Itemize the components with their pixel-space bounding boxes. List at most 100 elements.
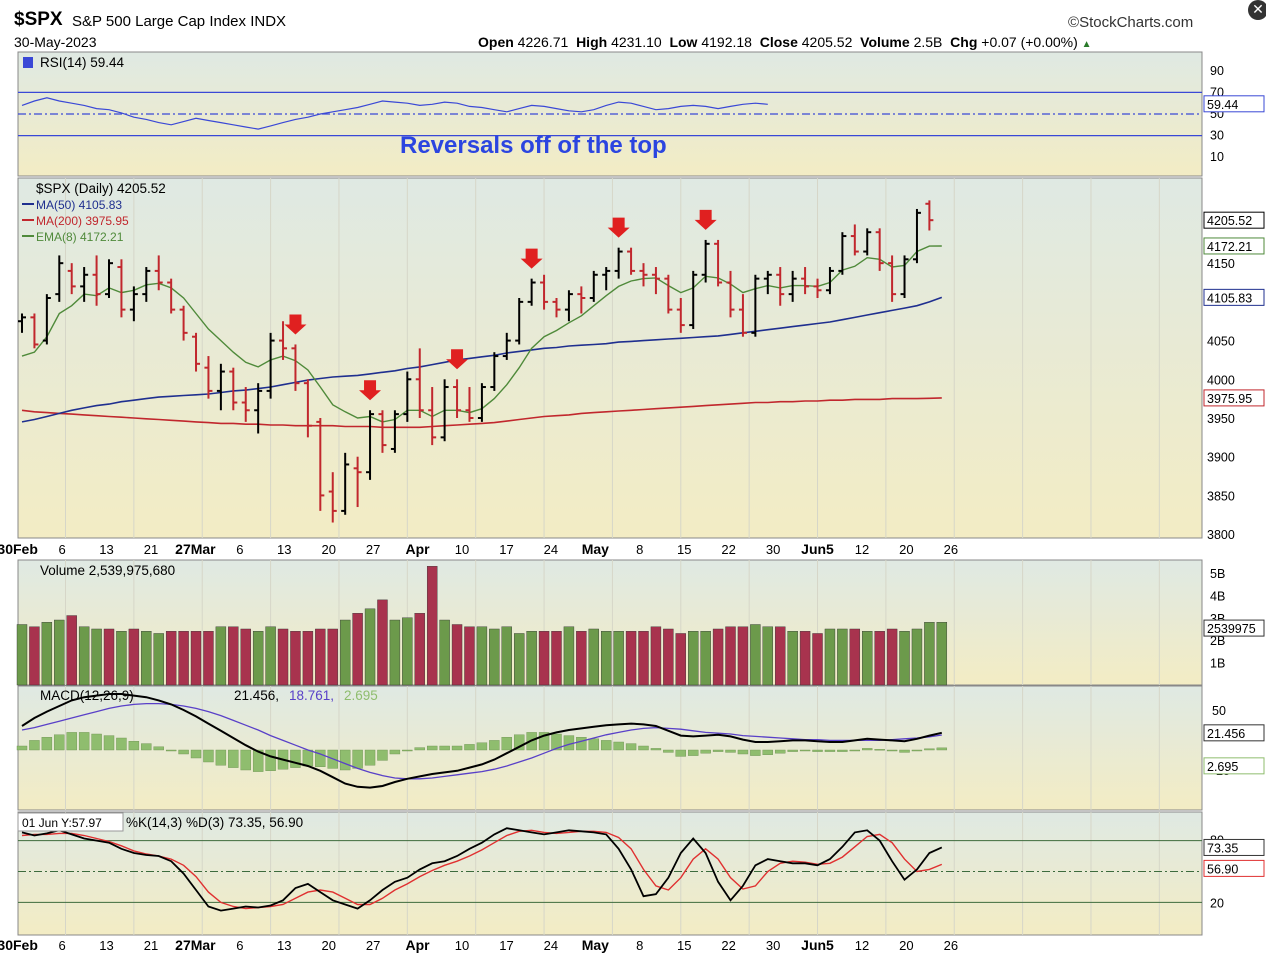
macd-histogram-bar <box>240 749 251 771</box>
volume-bar <box>601 631 612 686</box>
price-x-axis-tick: 17 <box>499 542 513 557</box>
price-y-tick: 3850 <box>1207 489 1235 503</box>
index-name: S&P 500 Large Cap Index INDX <box>72 13 286 30</box>
stoch-x-axis-tick: Apr <box>406 937 431 953</box>
macd-histogram-bar <box>54 734 65 751</box>
ma50-line <box>21 296 943 423</box>
macd-line <box>21 693 943 789</box>
price-y-tick: 3900 <box>1207 451 1235 465</box>
rsi-legend: RSI(14) 59.44 <box>40 55 125 70</box>
macd-histogram-bar <box>886 749 898 752</box>
price-value-tag: 4205.52 <box>1207 214 1252 228</box>
macd-histogram-bar <box>625 743 637 751</box>
rsi-y-tick: 90 <box>1210 64 1224 78</box>
low-value: 4192.18 <box>701 34 752 50</box>
stoch-x-axis-tick: 13 <box>99 938 113 953</box>
chart-date: 30-May-2023 <box>14 34 97 50</box>
macd-histogram-bar <box>514 734 525 751</box>
rsi-line <box>21 97 768 130</box>
price-x-axis-tick: 13 <box>99 542 113 557</box>
volume-bar <box>787 631 798 686</box>
price-y-tick: 3950 <box>1207 412 1235 426</box>
volume-bar <box>886 628 898 686</box>
stoch-x-axis-tick: 30Feb <box>0 937 38 953</box>
volume-bar <box>141 631 152 686</box>
price-value-tag: 3975.95 <box>1207 392 1252 406</box>
macd-hist-value: 2.695 <box>344 688 378 703</box>
volume-bar <box>426 566 438 686</box>
chg-label: Chg <box>950 34 978 50</box>
stoch-k-line <box>21 827 943 912</box>
volume-bar <box>538 631 550 686</box>
volume-bar <box>812 633 823 686</box>
volume-y-tick: 1B <box>1210 657 1225 671</box>
close-icon[interactable]: ✕ <box>1248 0 1266 20</box>
stoch-x-axis-tick: 24 <box>544 938 558 953</box>
reversal-arrow <box>694 209 717 230</box>
stoch-x-axis-tick: 13 <box>277 938 291 953</box>
volume-bar <box>352 613 363 686</box>
volume-bar <box>78 626 90 686</box>
volume-bar <box>153 633 164 686</box>
annotation-text: Reversals off of the top <box>400 132 667 159</box>
volume-bar <box>737 626 749 686</box>
price-legend: $SPX (Daily) 4205.52 <box>36 181 166 196</box>
stoch-x-axis-tick: 10 <box>455 938 469 953</box>
macd-histogram-bar <box>576 737 587 751</box>
macd-histogram-bar <box>750 749 761 756</box>
macd-histogram-bar <box>290 749 301 768</box>
price-value-tag: 4172.21 <box>1207 240 1252 254</box>
macd-histogram-bar <box>339 749 351 771</box>
price-value-tag-box <box>1203 389 1265 407</box>
price-value-tag-box <box>1203 211 1265 229</box>
macd-histogram-bar <box>688 749 699 756</box>
reversal-arrow <box>520 248 543 269</box>
price-y-tick: 4150 <box>1207 257 1235 271</box>
ema8-legend: EMA(8) 4172.21 <box>36 230 124 244</box>
price-x-axis-tick: 30 <box>766 542 780 557</box>
macd-legend: MACD(12,26,9) <box>40 688 134 703</box>
macd-histogram-bar <box>464 744 475 751</box>
macd-histogram-bar <box>66 732 77 751</box>
macd-histogram-bar <box>439 745 450 751</box>
volume-bar <box>750 624 761 686</box>
macd-histogram-bar <box>588 738 599 751</box>
volume-bar <box>451 624 463 686</box>
price-x-axis-tick: 21 <box>144 542 158 557</box>
macd-histogram-bar <box>41 737 53 751</box>
price-panel-bg <box>17 177 1203 539</box>
macd-histogram-bar <box>153 746 164 751</box>
macd-histogram-bar <box>377 749 388 761</box>
stoch-tooltip-box <box>17 812 124 832</box>
volume-bar <box>799 631 811 686</box>
brand-text: StockCharts.com <box>1079 14 1194 31</box>
macd-histogram-bar <box>538 732 550 751</box>
macd-histogram-bar <box>141 743 152 751</box>
macd-histogram-bar <box>762 749 773 755</box>
stoch-x-axis-tick: Jun5 <box>801 937 834 953</box>
price-x-axis-tick: 10 <box>455 542 469 557</box>
macd-histogram-bar <box>265 749 276 771</box>
volume-bar <box>688 631 699 686</box>
stoch-x-axis-tick: 6 <box>236 938 243 953</box>
volume-y-tick: 5B <box>1210 567 1225 581</box>
macd-histogram-bar <box>389 749 401 755</box>
volume-bar <box>650 626 662 686</box>
high-value: 4231.10 <box>611 34 662 50</box>
rsi-value-tag: 59.44 <box>1207 98 1238 112</box>
price-x-axis-tick: 27 <box>366 542 380 557</box>
macd-histogram-bar <box>563 735 575 751</box>
volume-bar <box>762 626 773 686</box>
macd-histogram-bar <box>364 749 376 766</box>
volume-bar <box>165 631 177 686</box>
macd-histogram-bar <box>78 732 90 751</box>
volume-legend: Volume 2,539,975,680 <box>40 563 175 578</box>
stoch-x-axis-tick: 26 <box>944 938 958 953</box>
stoch-x-axis-tick: 15 <box>677 938 691 953</box>
volume-bar <box>402 617 413 686</box>
volume-bar <box>638 631 649 686</box>
volume-bar <box>551 631 562 686</box>
volume-bar <box>215 626 227 686</box>
price-y-tick: 4000 <box>1207 373 1235 387</box>
macd-histogram-bar <box>725 749 736 753</box>
